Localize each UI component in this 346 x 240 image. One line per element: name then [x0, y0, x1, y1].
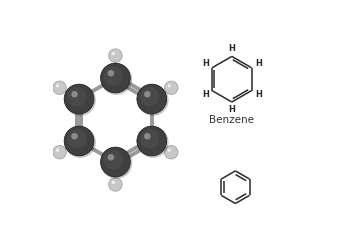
Circle shape — [137, 126, 167, 156]
Circle shape — [109, 49, 122, 62]
Circle shape — [164, 81, 178, 95]
Circle shape — [53, 81, 66, 95]
Circle shape — [137, 126, 169, 158]
Circle shape — [140, 87, 159, 107]
Circle shape — [56, 84, 59, 87]
Circle shape — [112, 181, 115, 184]
Circle shape — [112, 52, 115, 55]
Text: H: H — [255, 59, 262, 68]
Text: H: H — [255, 90, 262, 99]
Circle shape — [167, 84, 171, 87]
Circle shape — [108, 154, 114, 161]
Circle shape — [101, 63, 130, 93]
Circle shape — [67, 129, 86, 148]
Circle shape — [67, 87, 86, 107]
Circle shape — [65, 126, 96, 158]
Circle shape — [71, 91, 78, 97]
Circle shape — [137, 84, 167, 114]
Circle shape — [103, 150, 123, 169]
Circle shape — [71, 133, 78, 139]
Circle shape — [101, 64, 132, 95]
Circle shape — [140, 129, 159, 148]
Circle shape — [137, 84, 169, 116]
Text: Benzene: Benzene — [209, 115, 254, 125]
Circle shape — [56, 149, 59, 152]
Text: H: H — [202, 59, 209, 68]
Circle shape — [109, 178, 122, 191]
Circle shape — [164, 145, 178, 159]
Circle shape — [53, 145, 66, 159]
Text: H: H — [202, 90, 209, 99]
Circle shape — [144, 91, 151, 97]
Circle shape — [103, 66, 123, 85]
Circle shape — [101, 148, 132, 179]
Circle shape — [101, 147, 130, 177]
Circle shape — [167, 149, 171, 152]
Circle shape — [65, 84, 96, 116]
Circle shape — [64, 84, 94, 114]
Circle shape — [144, 133, 151, 139]
Text: H: H — [228, 44, 235, 53]
Circle shape — [64, 126, 94, 156]
Circle shape — [108, 70, 114, 77]
Text: H: H — [228, 105, 235, 114]
